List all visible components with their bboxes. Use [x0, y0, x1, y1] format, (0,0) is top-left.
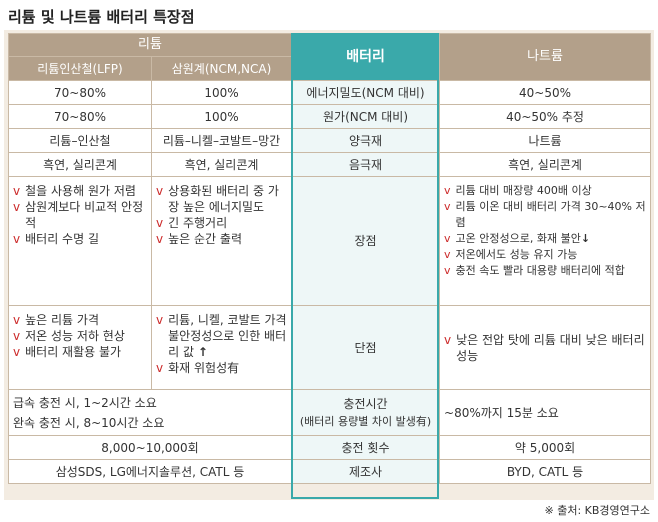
maker-lithium: 삼성SDS, LG에너지솔루션, CATL 등 — [7, 459, 293, 484]
check-icon: v — [156, 361, 164, 375]
table-row: 70~80% 100% 에너지밀도(NCM 대비) 40~50% — [8, 80, 652, 105]
cons-label: 단점 — [291, 305, 441, 390]
header-sodium: 나트륨 — [439, 33, 652, 81]
list-item: v 높은 리튬 가격 — [13, 313, 99, 327]
list-item: v 화재 위험성有 — [156, 361, 240, 375]
check-icon: v — [444, 248, 451, 261]
header-ncm: 삼원계(NCM,NCA) — [150, 56, 293, 81]
comparison-table: 리튬 배터리 나트륨 리튬인산철(LFP) 삼원계(NCM,NCA) 70~80… — [7, 33, 652, 484]
table-row: 급속 충전 시, 1~2시간 소요 완속 충전 시, 8~10시간 소요 충전시… — [7, 389, 652, 436]
list-item: v 고온 안정성으로, 화재 불안 — [444, 231, 646, 247]
table-row: 삼성SDS, LG에너지솔루션, CATL 등 제조사 BYD, CATL 등 — [7, 459, 652, 484]
anode-label: 음극재 — [291, 152, 441, 177]
check-icon: v — [156, 313, 164, 327]
cathode-label: 양극재 — [291, 128, 441, 153]
check-icon: v — [444, 264, 451, 277]
check-icon: v — [156, 232, 164, 246]
cost-lfp: 70~80% — [8, 104, 152, 129]
list-item: v 저온 성능 저하 현상 — [13, 329, 125, 343]
table-row: 흑연, 실리콘계 흑연, 실리콘계 음극재 흑연, 실리콘계 — [8, 152, 652, 177]
check-icon: v — [444, 232, 451, 245]
pros-sodium: v 리튬 대비 매장량 400배 이상 v 리튬 이온 대비 배터리 가격 30~4… — [439, 176, 652, 306]
anode-ncm: 흑연, 실리콘계 — [150, 152, 293, 177]
cons-sodium: v 낮은 전압 탓에 리튬 대비 낮은 배터리 성능 — [439, 305, 652, 390]
pros-lfp: v 철을 사용해 원가 저렴 v 삼원계보다 비교적 안정적 v 배터리 수명 길 — [8, 176, 152, 306]
list-item: v 철을 사용해 원가 저렴 — [13, 184, 136, 198]
table-row: v 높은 리튬 가격 v 저온 성능 저하 현상 v 배터리 재활용 불가 v 리튬, … — [8, 305, 652, 390]
cost-label: 원가(NCM 대비) — [291, 104, 441, 129]
charge-lithium: 급속 충전 시, 1~2시간 소요 완속 충전 시, 8~10시간 소요 — [7, 389, 293, 436]
list-item: v 삼원계보다 비교적 안정적 — [13, 200, 144, 230]
page-title: 리튬 및 나트륨 배터리 특장점 — [8, 8, 195, 26]
charge-slow: 완속 충전 시, 8~10시간 소요 — [13, 415, 165, 430]
check-icon: v — [444, 200, 451, 213]
check-icon: v — [444, 184, 451, 197]
header-lfp: 리튬인산철(LFP) — [8, 56, 152, 81]
list-item: v 높은 순간 출력 — [156, 232, 242, 246]
energy-label: 에너지밀도(NCM 대비) — [291, 80, 441, 105]
cons-ncm: v리튬, 니켈, 코발트 가격 불안정성으로 인한 배터리 값 v화재 위험성有 — [150, 305, 293, 390]
energy-lfp: 70~80% — [8, 80, 152, 105]
list-item: v 충전 속도 빨라 대용량 배터리에 적합 — [444, 264, 625, 277]
arrow-up-icon — [198, 345, 208, 359]
list-item: v 리튬 대비 매장량 400배 이상 — [444, 184, 592, 197]
cycles-lithium: 8,000~10,000회 — [7, 435, 293, 460]
table-row: v 철을 사용해 원가 저렴 v 삼원계보다 비교적 안정적 v 배터리 수명 길 v… — [8, 176, 652, 306]
check-icon: v — [444, 332, 452, 347]
list-item: v 리튬 이온 대비 배터리 가격 30~40% 저렴 — [444, 200, 646, 229]
check-icon: v — [13, 345, 21, 359]
header-battery: 배터리 — [291, 33, 441, 81]
table-row: 리튬–인산철 리튬–니켈–코발트–망간 양극재 나트륨 — [8, 128, 652, 153]
list-item: v 리튬, 니켈, 코발트 가격 불안정성으로 인한 배터리 값 — [156, 312, 287, 360]
maker-label: 제조사 — [291, 459, 441, 484]
check-icon: v — [156, 184, 164, 198]
list-item: v 저온에서도 성능 유지 가능 — [444, 248, 578, 261]
anode-lfp: 흑연, 실리콘계 — [8, 152, 152, 177]
table-row: 70~80% 100% 원가(NCM 대비) 40~50% 추정 — [8, 104, 652, 129]
cathode-lfp: 리튬–인산철 — [8, 128, 152, 153]
arrow-down-icon — [581, 231, 590, 247]
check-icon: v — [13, 232, 21, 246]
cycles-sodium: 약 5,000회 — [439, 435, 652, 460]
list-item: v 배터리 수명 길 — [13, 232, 99, 246]
check-icon: v — [156, 216, 164, 230]
cost-ncm: 100% — [150, 104, 293, 129]
check-icon: v — [13, 313, 21, 327]
pros-label: 장점 — [291, 176, 441, 306]
check-icon: v — [13, 329, 21, 343]
cost-sodium: 40~50% 추정 — [439, 104, 652, 129]
source-note: ※ 출처: KB경영연구소 — [544, 504, 650, 517]
charge-label: 충전시간 (배터리 용량별 차이 발생有) — [291, 389, 441, 436]
charge-fast: 급속 충전 시, 1~2시간 소요 — [13, 395, 157, 410]
list-item: v 배터리 재활용 불가 — [13, 345, 122, 359]
list-item: v 상용화된 배터리 중 가장 높은 에너지밀도 — [156, 184, 279, 214]
charge-sodium: ~80%까지 15분 소요 — [439, 389, 652, 436]
cathode-sodium: 나트륨 — [439, 128, 652, 153]
anode-sodium: 흑연, 실리콘계 — [439, 152, 652, 177]
maker-sodium: BYD, CATL 등 — [439, 459, 652, 484]
header-lithium: 리튬 — [7, 33, 293, 57]
check-icon: v — [13, 200, 21, 214]
check-icon: v — [13, 184, 21, 198]
cycles-label: 충전 횟수 — [291, 435, 441, 460]
energy-sodium: 40~50% — [439, 80, 652, 105]
table-row: 8,000~10,000회 충전 횟수 약 5,000회 — [7, 435, 652, 460]
list-item: v 낮은 전압 탓에 리튬 대비 낮은 배터리 성능 — [444, 332, 645, 363]
energy-ncm: 100% — [150, 80, 293, 105]
cathode-ncm: 리튬–니켈–코발트–망간 — [150, 128, 293, 153]
cons-lfp: v 높은 리튬 가격 v 저온 성능 저하 현상 v 배터리 재활용 불가 — [8, 305, 152, 390]
